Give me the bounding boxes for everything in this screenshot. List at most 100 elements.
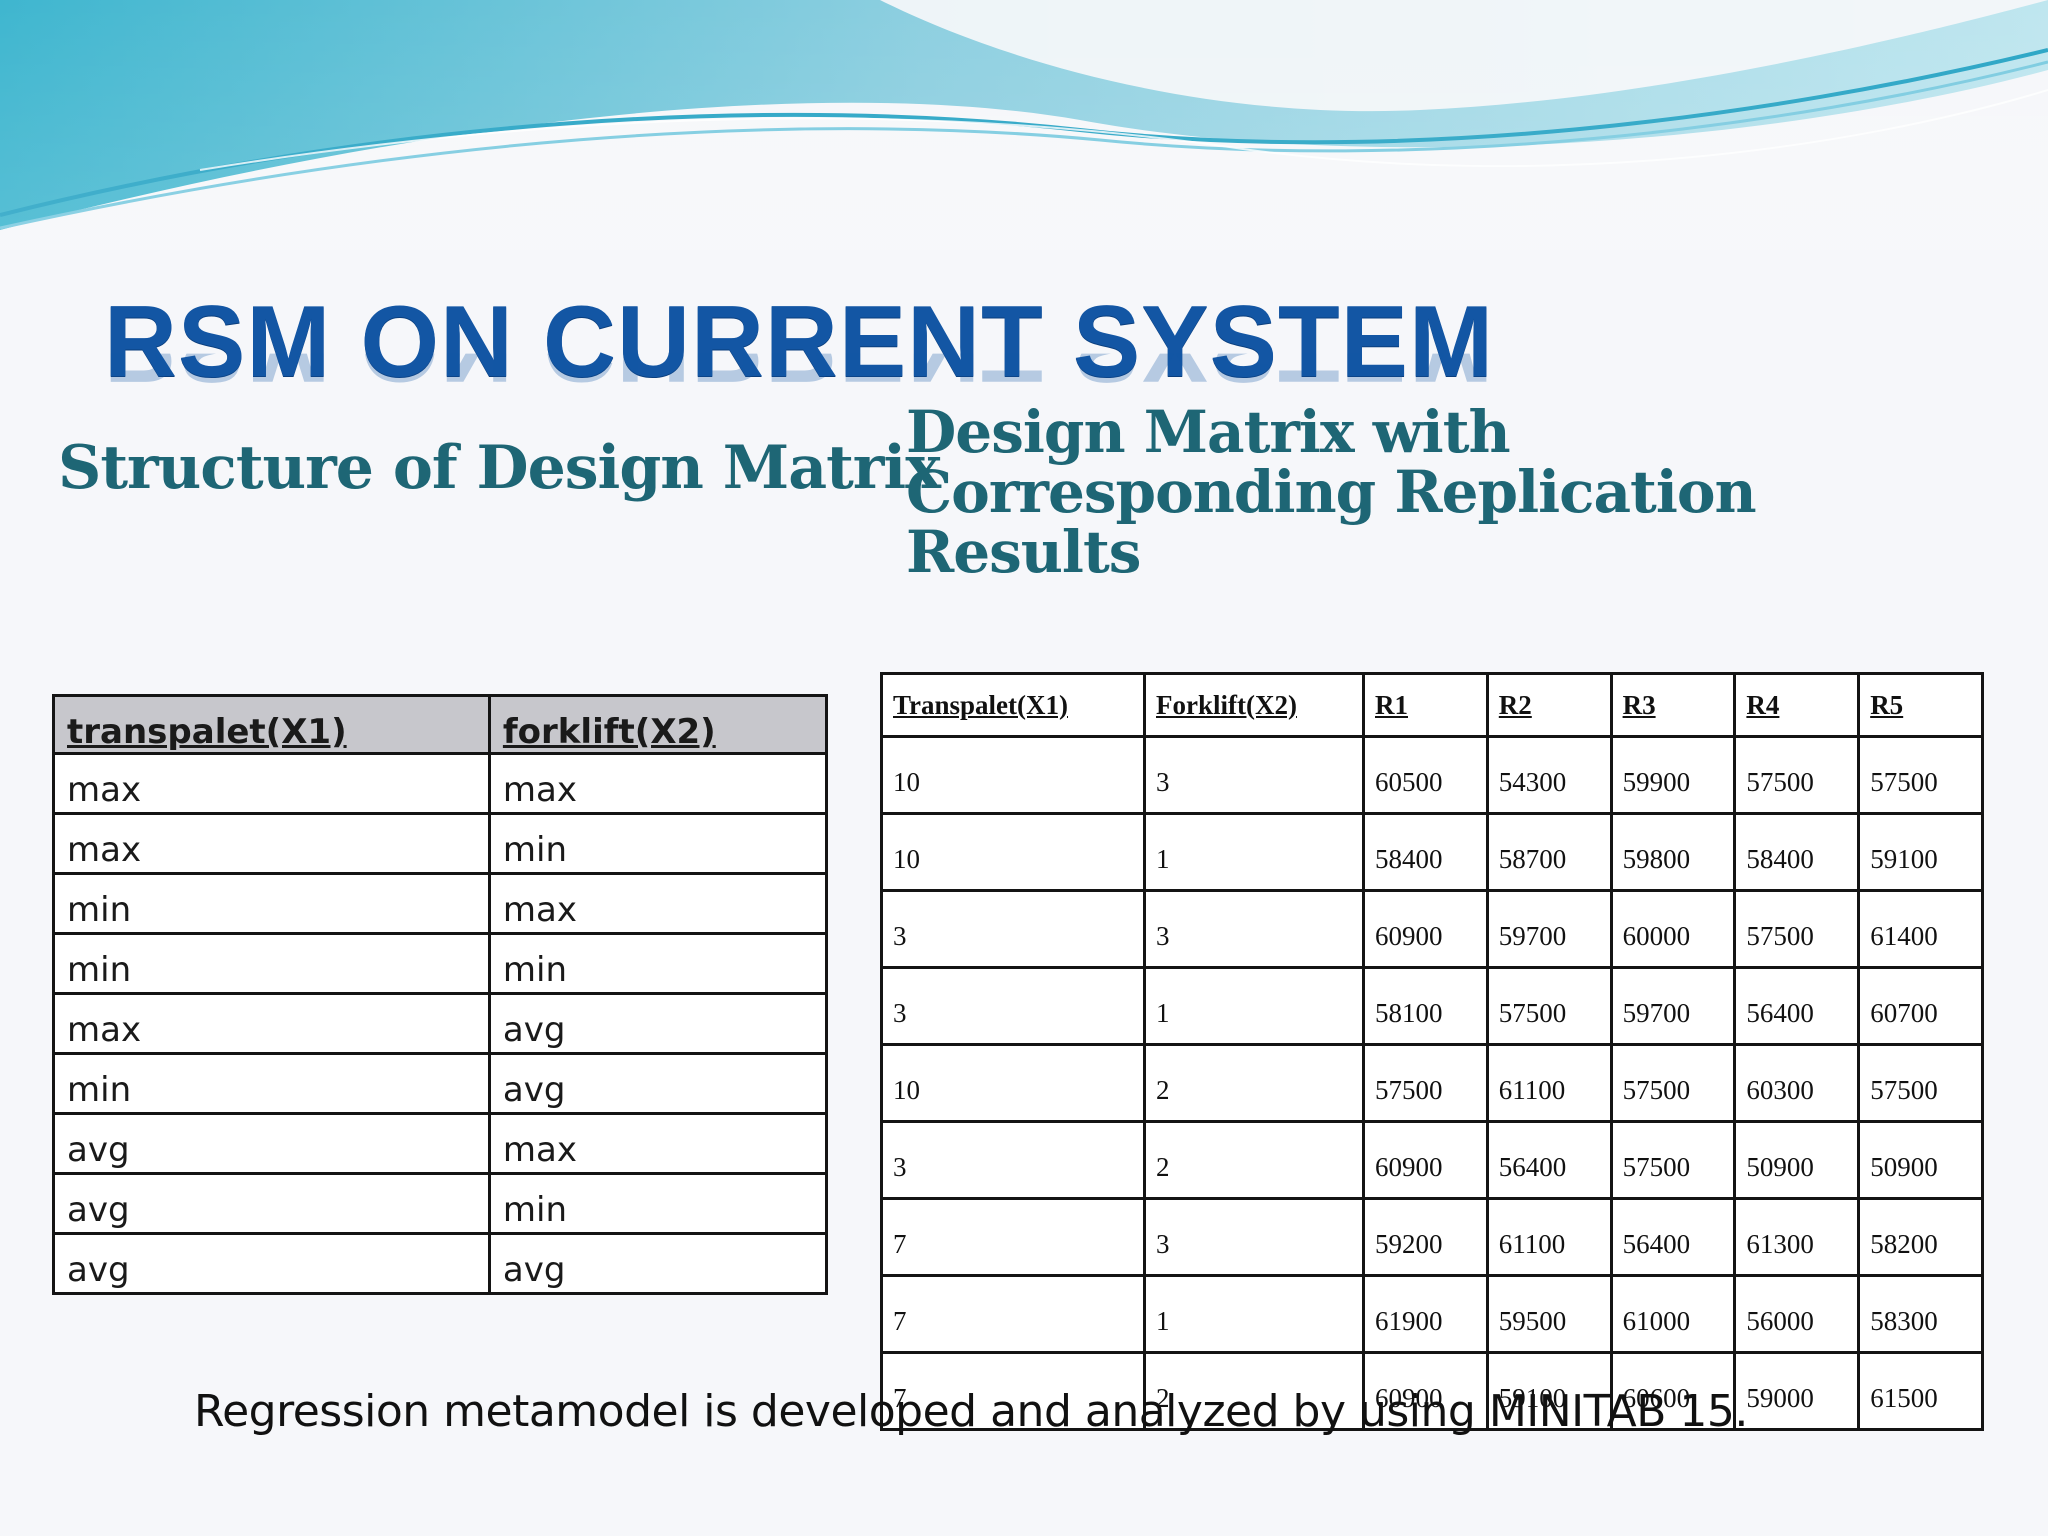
results-cell: 58400 bbox=[1362, 812, 1489, 892]
results-cell: 57500 bbox=[1609, 1043, 1737, 1123]
results-cell: 1 bbox=[1143, 966, 1365, 1046]
results-cell: 50900 bbox=[1857, 1120, 1984, 1200]
structure-row: max avg bbox=[52, 992, 829, 1055]
results-cell: 59500 bbox=[1485, 1274, 1613, 1354]
results-cell: 61900 bbox=[1362, 1274, 1489, 1354]
structure-cell: min bbox=[52, 872, 491, 935]
results-cell: 57500 bbox=[1609, 1120, 1737, 1200]
results-cell: 60600 bbox=[1609, 1351, 1737, 1431]
results-header-cell: R3 bbox=[1609, 672, 1737, 738]
results-cell: 57500 bbox=[1733, 735, 1861, 815]
structure-cell: max bbox=[52, 752, 491, 815]
structure-header-cell: forklift(X2) bbox=[487, 694, 829, 755]
results-cell: 2 bbox=[1143, 1120, 1365, 1200]
structure-row: avg avg bbox=[52, 1232, 829, 1295]
results-cell: 59900 bbox=[1609, 735, 1737, 815]
results-header-cell: Forklift(X2) bbox=[1143, 672, 1365, 738]
structure-heading: Structure of Design Matrix bbox=[58, 433, 941, 503]
results-cell: 54300 bbox=[1485, 735, 1613, 815]
results-cell: 57500 bbox=[1733, 889, 1861, 969]
results-cell: 58100 bbox=[1362, 966, 1489, 1046]
slide-title-group: RSM ON CURRENT SYSTEM RSM ON CURRENT SYS… bbox=[104, 292, 1404, 422]
results-row: 7 3 59200 61100 56400 61300 58200 bbox=[880, 1197, 1984, 1277]
structure-cell: min bbox=[52, 1052, 491, 1115]
results-header-cell: R2 bbox=[1485, 672, 1613, 738]
results-cell: 3 bbox=[1143, 889, 1365, 969]
results-cell: 1 bbox=[1143, 1274, 1365, 1354]
results-cell: 61100 bbox=[1485, 1197, 1613, 1277]
results-header-cell: R1 bbox=[1362, 672, 1489, 738]
results-cell: 2 bbox=[1143, 1351, 1365, 1431]
structure-row: min min bbox=[52, 932, 829, 995]
structure-header-cell: transpalet(X1) bbox=[52, 694, 491, 755]
results-table-body: 10 3 60500 54300 59900 57500 57500 10 1 58400 5870… bbox=[880, 735, 1984, 1431]
structure-table: transpalet(X1) forklift(X2) max max max min… bbox=[52, 694, 829, 1295]
results-cell: 61500 bbox=[1857, 1351, 1984, 1431]
structure-cell: max bbox=[52, 812, 491, 875]
results-cell: 58300 bbox=[1857, 1274, 1984, 1354]
results-cell: 58400 bbox=[1733, 812, 1861, 892]
structure-cell: max bbox=[52, 992, 491, 1055]
results-cell: 10 bbox=[880, 812, 1146, 892]
slide-title: RSM ON CURRENT SYSTEM bbox=[104, 286, 1495, 398]
structure-row: min max bbox=[52, 872, 829, 935]
results-row: 10 2 57500 61100 57500 60300 57500 bbox=[880, 1043, 1984, 1123]
structure-table-body: max max max min min max min min max avg min avg avg m… bbox=[52, 752, 829, 1295]
results-cell: 59100 bbox=[1857, 812, 1984, 892]
results-cell: 56400 bbox=[1485, 1120, 1613, 1200]
results-cell: 2 bbox=[1143, 1043, 1365, 1123]
structure-cell: avg bbox=[52, 1232, 491, 1295]
structure-row: max min bbox=[52, 812, 829, 875]
structure-cell: min bbox=[487, 1172, 829, 1235]
results-cell: 3 bbox=[880, 889, 1146, 969]
results-cell: 57500 bbox=[1857, 1043, 1984, 1123]
results-cell: 58700 bbox=[1485, 812, 1613, 892]
results-cell: 57500 bbox=[1857, 735, 1984, 815]
results-cell: 60500 bbox=[1362, 735, 1489, 815]
results-cell: 7 bbox=[880, 1274, 1146, 1354]
results-cell: 57500 bbox=[1485, 966, 1613, 1046]
results-cell: 60000 bbox=[1609, 889, 1737, 969]
results-cell: 61000 bbox=[1609, 1274, 1737, 1354]
results-cell: 59100 bbox=[1485, 1351, 1613, 1431]
results-cell: 7 bbox=[880, 1351, 1146, 1431]
structure-cell: min bbox=[487, 812, 829, 875]
results-cell: 59200 bbox=[1362, 1197, 1489, 1277]
results-row: 3 1 58100 57500 59700 56400 60700 bbox=[880, 966, 1984, 1046]
results-row: 10 1 58400 58700 59800 58400 59100 bbox=[880, 812, 1984, 892]
structure-cell: max bbox=[487, 752, 829, 815]
results-cell: 59000 bbox=[1733, 1351, 1861, 1431]
results-cell: 56400 bbox=[1733, 966, 1861, 1046]
structure-cell: max bbox=[487, 872, 829, 935]
results-cell: 60900 bbox=[1362, 1120, 1489, 1200]
results-cell: 56400 bbox=[1609, 1197, 1737, 1277]
results-heading: Design Matrix with Corresponding Replica… bbox=[906, 398, 1757, 586]
structure-cell: avg bbox=[52, 1112, 491, 1175]
results-cell: 60900 bbox=[1362, 889, 1489, 969]
results-cell: 59700 bbox=[1485, 889, 1613, 969]
results-row: 7 1 61900 59500 61000 56000 58300 bbox=[880, 1274, 1984, 1354]
results-cell: 60300 bbox=[1733, 1043, 1861, 1123]
results-cell: 3 bbox=[1143, 1197, 1365, 1277]
header-wave-decoration bbox=[0, 0, 2048, 250]
results-header-row: Transpalet(X1) Forklift(X2) R1 R2 R3 R4 … bbox=[880, 672, 1984, 738]
results-cell: 60700 bbox=[1857, 966, 1984, 1046]
results-cell: 61300 bbox=[1733, 1197, 1861, 1277]
structure-row: min avg bbox=[52, 1052, 829, 1115]
results-cell: 10 bbox=[880, 735, 1146, 815]
structure-cell: avg bbox=[52, 1172, 491, 1235]
results-header-cell: R4 bbox=[1733, 672, 1861, 738]
structure-cell: max bbox=[487, 1112, 829, 1175]
results-cell: 3 bbox=[880, 1120, 1146, 1200]
results-cell: 59800 bbox=[1609, 812, 1737, 892]
structure-row: avg min bbox=[52, 1172, 829, 1235]
results-table: Transpalet(X1) Forklift(X2) R1 R2 R3 R4 … bbox=[880, 672, 1984, 1431]
results-row: 7 2 60900 59100 60600 59000 61500 bbox=[880, 1351, 1984, 1431]
results-row: 3 3 60900 59700 60000 57500 61400 bbox=[880, 889, 1984, 969]
results-cell: 61100 bbox=[1485, 1043, 1613, 1123]
results-cell: 59700 bbox=[1609, 966, 1737, 1046]
structure-header-row: transpalet(X1) forklift(X2) bbox=[52, 694, 829, 755]
structure-cell: avg bbox=[487, 992, 829, 1055]
footer-note: Regression metamodel is developed and an… bbox=[194, 1386, 1748, 1437]
structure-row: avg max bbox=[52, 1112, 829, 1175]
